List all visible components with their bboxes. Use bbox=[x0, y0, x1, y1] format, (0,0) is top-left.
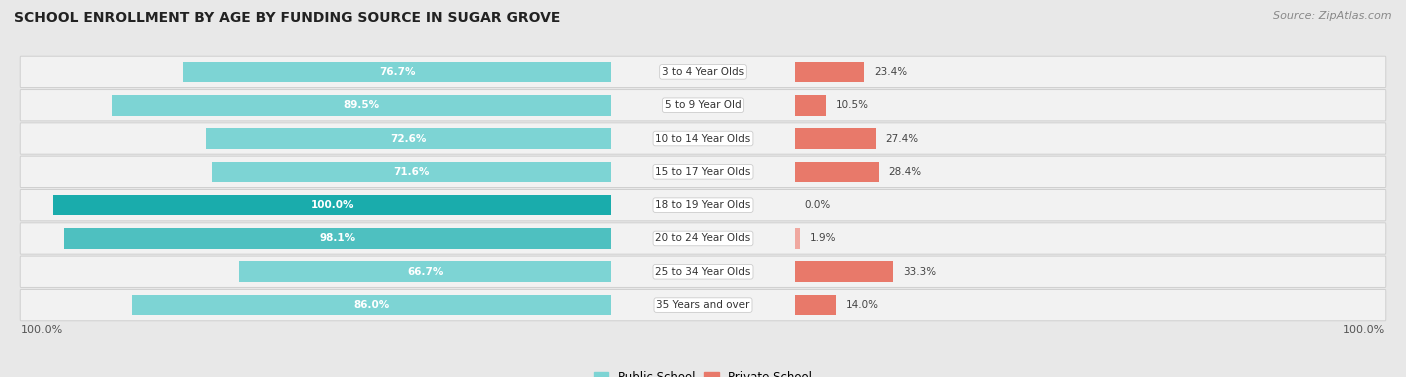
Bar bbox=[794, 61, 863, 82]
FancyBboxPatch shape bbox=[20, 123, 1386, 154]
Text: 71.6%: 71.6% bbox=[394, 167, 430, 177]
Text: 5 to 9 Year Old: 5 to 9 Year Old bbox=[665, 100, 741, 110]
Bar bbox=[794, 228, 800, 249]
Text: 76.7%: 76.7% bbox=[380, 67, 416, 77]
FancyBboxPatch shape bbox=[20, 223, 1386, 254]
Bar bbox=[132, 295, 612, 316]
FancyBboxPatch shape bbox=[20, 90, 1386, 121]
Bar bbox=[239, 262, 612, 282]
Text: 3 to 4 Year Olds: 3 to 4 Year Olds bbox=[662, 67, 744, 77]
Bar bbox=[53, 195, 612, 216]
Text: 100.0%: 100.0% bbox=[1343, 325, 1385, 335]
Text: 33.3%: 33.3% bbox=[903, 267, 936, 277]
Text: 66.7%: 66.7% bbox=[406, 267, 443, 277]
Bar bbox=[207, 128, 612, 149]
Text: 35 Years and over: 35 Years and over bbox=[657, 300, 749, 310]
Bar bbox=[794, 128, 876, 149]
Text: 18 to 19 Year Olds: 18 to 19 Year Olds bbox=[655, 200, 751, 210]
Bar bbox=[794, 161, 879, 182]
FancyBboxPatch shape bbox=[20, 290, 1386, 321]
Text: 27.4%: 27.4% bbox=[886, 133, 918, 144]
Bar bbox=[794, 295, 837, 316]
Bar bbox=[794, 262, 893, 282]
Text: Source: ZipAtlas.com: Source: ZipAtlas.com bbox=[1274, 11, 1392, 21]
Bar bbox=[65, 228, 612, 249]
Text: 86.0%: 86.0% bbox=[353, 300, 389, 310]
Text: SCHOOL ENROLLMENT BY AGE BY FUNDING SOURCE IN SUGAR GROVE: SCHOOL ENROLLMENT BY AGE BY FUNDING SOUR… bbox=[14, 11, 561, 25]
Text: 72.6%: 72.6% bbox=[391, 133, 427, 144]
Text: 98.1%: 98.1% bbox=[319, 233, 356, 244]
FancyBboxPatch shape bbox=[20, 190, 1386, 221]
FancyBboxPatch shape bbox=[20, 256, 1386, 287]
Text: 100.0%: 100.0% bbox=[21, 325, 63, 335]
FancyBboxPatch shape bbox=[20, 156, 1386, 187]
Bar bbox=[183, 61, 612, 82]
Text: 1.9%: 1.9% bbox=[810, 233, 837, 244]
Bar bbox=[794, 95, 825, 115]
FancyBboxPatch shape bbox=[20, 56, 1386, 87]
Legend: Public School, Private School: Public School, Private School bbox=[589, 366, 817, 377]
Text: 25 to 34 Year Olds: 25 to 34 Year Olds bbox=[655, 267, 751, 277]
Text: 0.0%: 0.0% bbox=[804, 200, 831, 210]
Text: 100.0%: 100.0% bbox=[311, 200, 354, 210]
Bar bbox=[212, 161, 612, 182]
Text: 89.5%: 89.5% bbox=[343, 100, 380, 110]
Text: 10 to 14 Year Olds: 10 to 14 Year Olds bbox=[655, 133, 751, 144]
Text: 14.0%: 14.0% bbox=[846, 300, 879, 310]
Text: 20 to 24 Year Olds: 20 to 24 Year Olds bbox=[655, 233, 751, 244]
Text: 15 to 17 Year Olds: 15 to 17 Year Olds bbox=[655, 167, 751, 177]
Text: 10.5%: 10.5% bbox=[835, 100, 869, 110]
Text: 28.4%: 28.4% bbox=[889, 167, 922, 177]
Text: 23.4%: 23.4% bbox=[873, 67, 907, 77]
Bar bbox=[112, 95, 612, 115]
